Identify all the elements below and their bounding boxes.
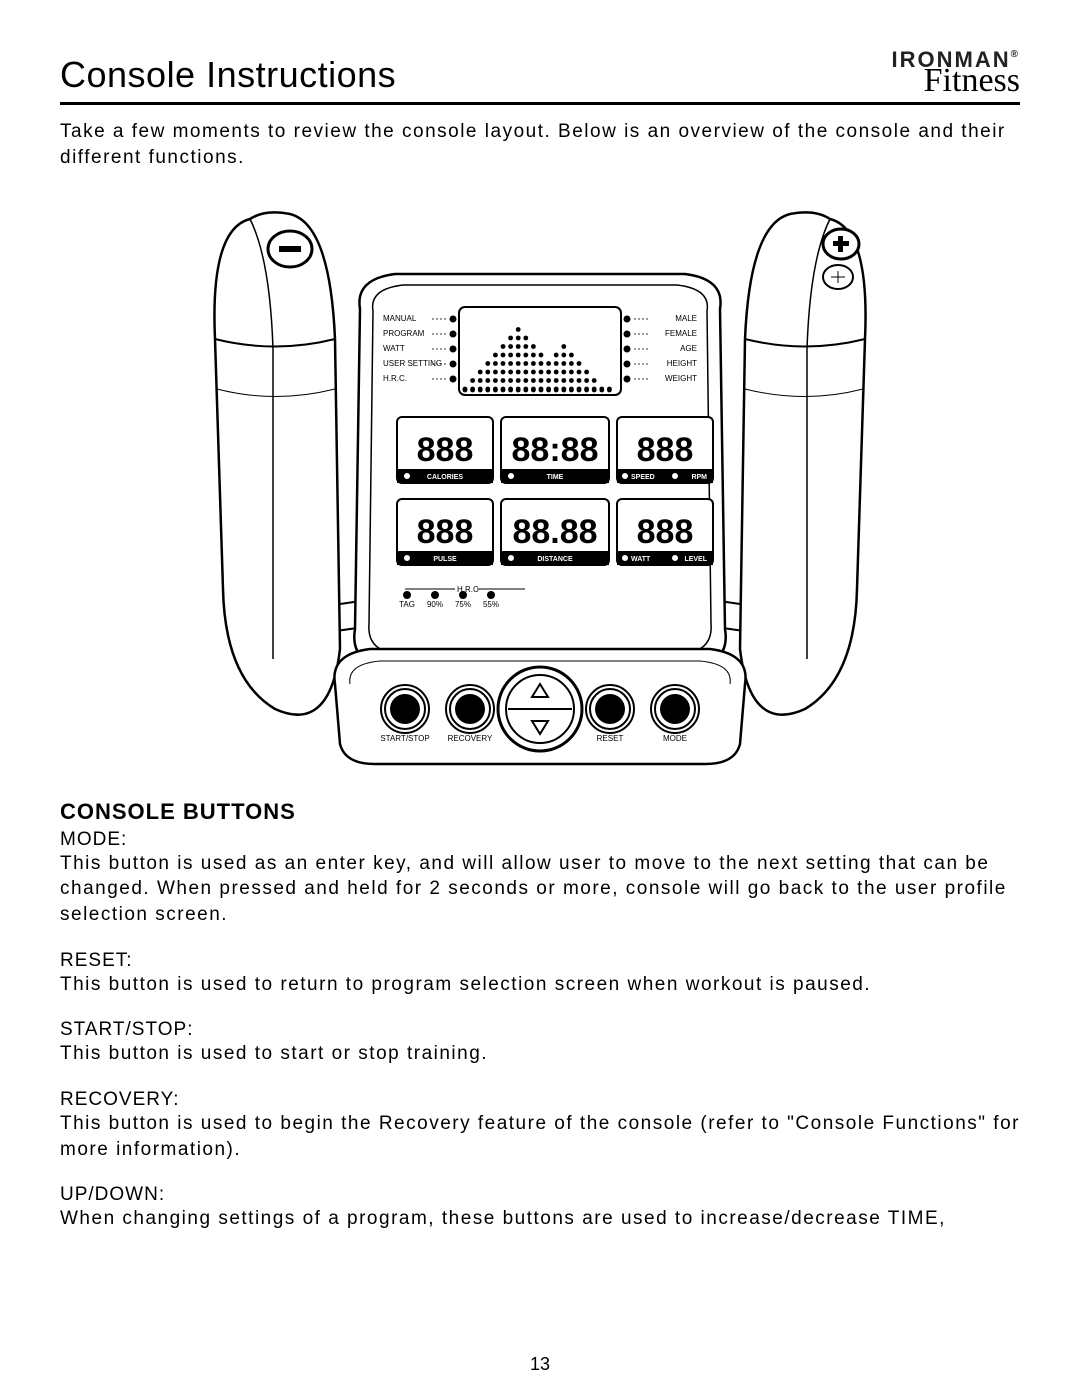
svg-text:88:88: 88:88 — [512, 431, 599, 469]
svg-text:888: 888 — [417, 513, 474, 551]
svg-text:AGE: AGE — [680, 344, 697, 353]
svg-text:CALORIES: CALORIES — [427, 474, 464, 481]
entry-label: START/STOP: — [60, 1019, 1020, 1041]
svg-text:MODE: MODE — [663, 734, 687, 743]
console-body: MANUALPROGRAMWATTUSER SETTINGH.R.C. MALE… — [354, 274, 725, 667]
svg-text:H.R.C.: H.R.C. — [383, 374, 407, 383]
brand-logo: IRONMAN® Fitness — [892, 50, 1020, 96]
svg-text:55%: 55% — [483, 600, 499, 609]
minus-icon — [279, 246, 301, 252]
svg-text:WATT: WATT — [631, 556, 651, 563]
svg-text:RESET: RESET — [597, 734, 624, 743]
entry-label: RESET: — [60, 950, 1020, 972]
console-diagram: MANUALPROGRAMWATTUSER SETTINGH.R.C. MALE… — [155, 189, 925, 769]
svg-text:HEIGHT: HEIGHT — [667, 359, 697, 368]
button-deck: START/STOP RECOVERY RESET MODE — [334, 649, 745, 764]
svg-text:START/STOP: START/STOP — [380, 734, 429, 743]
svg-text:LEVEL: LEVEL — [684, 556, 707, 563]
svg-text:PULSE: PULSE — [433, 556, 457, 563]
plus-icon-v — [838, 236, 843, 252]
svg-text:888: 888 — [637, 513, 694, 551]
svg-text:WEIGHT: WEIGHT — [665, 374, 697, 383]
svg-text:888: 888 — [637, 431, 694, 469]
intro-paragraph: Take a few moments to review the console… — [60, 119, 1020, 170]
svg-text:PROGRAM: PROGRAM — [383, 329, 425, 338]
svg-text:75%: 75% — [455, 600, 471, 609]
svg-text:DISTANCE: DISTANCE — [537, 556, 573, 563]
manual-page: Console Instructions IRONMAN® Fitness Ta… — [0, 0, 1080, 1397]
entry: RESET:This button is used to return to p… — [60, 950, 1020, 998]
svg-text:TAG: TAG — [399, 600, 415, 609]
entry-body: When changing settings of a program, the… — [60, 1206, 1020, 1232]
svg-text:RPM: RPM — [691, 474, 707, 481]
entry-body: This button is used to return to program… — [60, 972, 1020, 998]
svg-text:WATT: WATT — [383, 344, 405, 353]
entry: START/STOP:This button is used to start … — [60, 1019, 1020, 1067]
page-title: Console Instructions — [60, 54, 396, 96]
entry-body: This button is used to begin the Recover… — [60, 1111, 1020, 1162]
console-figure-wrap: MANUALPROGRAMWATTUSER SETTINGH.R.C. MALE… — [60, 189, 1020, 769]
left-handle — [214, 212, 340, 714]
entry: RECOVERY:This button is used to begin th… — [60, 1089, 1020, 1162]
entry-body: This button is used to start or stop tra… — [60, 1041, 1020, 1067]
entry: MODE:This button is used as an enter key… — [60, 829, 1020, 928]
svg-text:MANUAL: MANUAL — [383, 314, 417, 323]
svg-text:TIME: TIME — [547, 474, 564, 481]
svg-text:888: 888 — [417, 431, 474, 469]
readout-row-1: 888 CALORIES 88:88 TIME 888 SPEED RPM — [397, 417, 713, 483]
svg-text:90%: 90% — [427, 600, 443, 609]
readout-row-2: 888 PULSE 88.88 DISTANCE 888 WATT LEVEL — [397, 499, 713, 565]
up-down-dial[interactable] — [498, 667, 582, 751]
entry-label: MODE: — [60, 829, 1020, 851]
svg-text:88.88: 88.88 — [512, 513, 597, 551]
page-number: 13 — [0, 1354, 1080, 1375]
entries-list: MODE:This button is used as an enter key… — [60, 829, 1020, 1232]
right-handle — [740, 212, 866, 714]
section-title: CONSOLE BUTTONS — [60, 799, 1020, 825]
header: Console Instructions IRONMAN® Fitness — [60, 50, 1020, 105]
svg-text:FEMALE: FEMALE — [665, 329, 697, 338]
entry-label: UP/DOWN: — [60, 1184, 1020, 1206]
entry: UP/DOWN:When changing settings of a prog… — [60, 1184, 1020, 1232]
entry-label: RECOVERY: — [60, 1089, 1020, 1111]
svg-text:SPEED: SPEED — [631, 474, 655, 481]
entry-body: This button is used as an enter key, and… — [60, 851, 1020, 928]
svg-text:MALE: MALE — [675, 314, 697, 323]
svg-text:RECOVERY: RECOVERY — [448, 734, 493, 743]
